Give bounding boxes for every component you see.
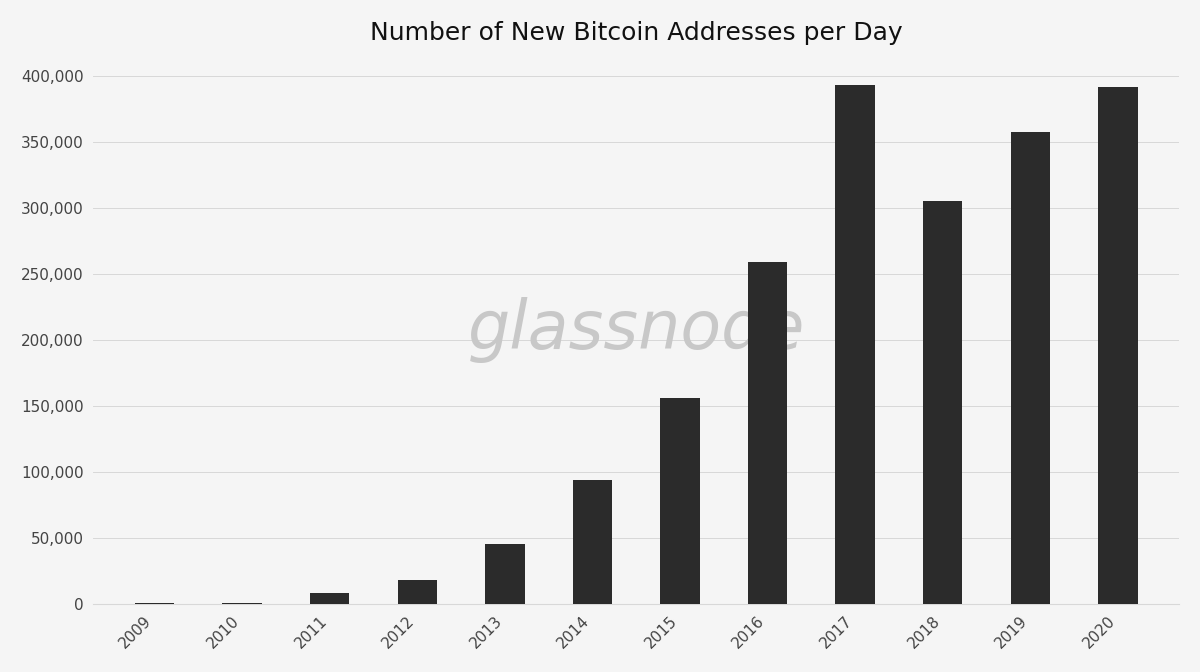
Text: glassnode: glassnode — [468, 297, 805, 363]
Bar — [835, 85, 875, 603]
Bar — [310, 593, 349, 603]
Bar — [660, 398, 700, 603]
Bar — [572, 480, 612, 603]
Title: Number of New Bitcoin Addresses per Day: Number of New Bitcoin Addresses per Day — [370, 21, 902, 45]
Bar — [1098, 87, 1138, 603]
Bar — [748, 262, 787, 603]
Bar — [485, 544, 524, 603]
Bar — [1010, 132, 1050, 603]
Bar — [397, 580, 437, 603]
Bar — [923, 202, 962, 603]
